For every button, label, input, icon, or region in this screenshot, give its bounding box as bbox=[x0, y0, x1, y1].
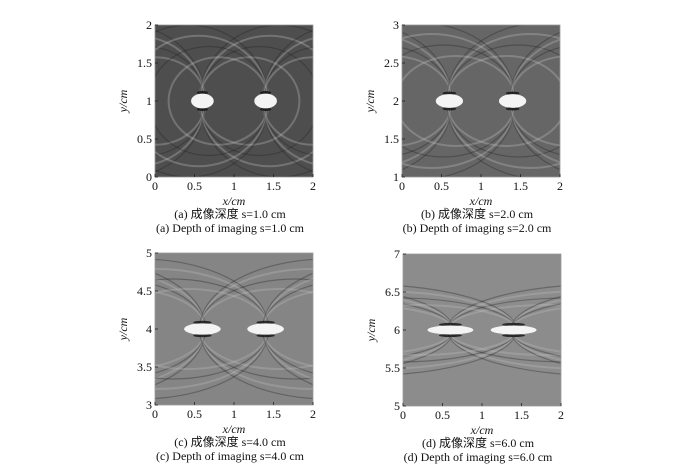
caption-chinese: (d) 成像深度 s=6.0 cm bbox=[421, 436, 535, 450]
caption-chinese: (b) 成像深度 s=2.0 cm bbox=[420, 207, 534, 221]
target-spot bbox=[191, 93, 214, 109]
y-tick-label: 3 bbox=[393, 18, 399, 32]
y-tick-label: 0 bbox=[146, 170, 152, 184]
x-axis-label: x/cm bbox=[222, 194, 246, 208]
target-spot bbox=[490, 325, 537, 335]
x-axis-label: x/cm bbox=[469, 194, 493, 208]
x-tick-label: 1.5 bbox=[513, 179, 528, 193]
x-tick-label: 1 bbox=[231, 407, 237, 421]
x-axis-label: x/cm bbox=[222, 422, 246, 436]
image-background bbox=[403, 254, 561, 406]
y-tick-label: 6 bbox=[394, 323, 400, 337]
plot-c: 0 0.5 1 1.5 2 3 3.5 4 4.5 5 x/cm y/cm bbox=[116, 246, 316, 436]
x-tick-label: 2 bbox=[558, 408, 564, 422]
y-tick-label: 5 bbox=[146, 246, 152, 260]
y-tick-label: 0.5 bbox=[137, 132, 152, 146]
x-tick-label: 2 bbox=[310, 407, 316, 421]
x-tick-label: 1.5 bbox=[266, 407, 281, 421]
target-spot bbox=[498, 94, 527, 108]
y-tick-label: 4.5 bbox=[137, 284, 152, 298]
caption-english: (b) Depth of imaging s=2.0 cm bbox=[402, 221, 552, 235]
x-tick-label: 0.5 bbox=[187, 407, 202, 421]
caption-english: (d) Depth of imaging s=6.0 cm bbox=[403, 450, 553, 464]
target-spot bbox=[427, 325, 474, 335]
panel-a: 0 0.5 1 1.5 2 0 0.5 1 1.5 2 x/cm y/cm (a) 成像深度 s=1.0… bbox=[110, 0, 350, 235]
image-background bbox=[402, 25, 560, 177]
y-tick-label: 5 bbox=[394, 399, 400, 413]
y-axis-label: y/cm bbox=[116, 89, 130, 113]
caption-chinese: (a) 成像深度 s=1.0 cm bbox=[174, 207, 286, 221]
x-tick-label: 1 bbox=[231, 179, 237, 193]
target-spot bbox=[184, 323, 221, 335]
x-tick-label: 1.5 bbox=[266, 179, 281, 193]
caption-english: (a) Depth of imaging s=1.0 cm bbox=[155, 221, 305, 235]
y-tick-label: 6.5 bbox=[385, 285, 400, 299]
x-tick-label: 0 bbox=[400, 408, 406, 422]
y-tick-label: 1.5 bbox=[384, 132, 399, 146]
caption-english: (c) Depth of imaging s=4.0 cm bbox=[155, 449, 305, 463]
x-tick-label: 0.5 bbox=[435, 408, 450, 422]
target-spot bbox=[435, 94, 464, 108]
y-tick-label: 5.5 bbox=[385, 361, 400, 375]
x-tick-label: 2 bbox=[557, 179, 563, 193]
y-tick-label: 1 bbox=[146, 94, 152, 108]
target-spot bbox=[254, 93, 277, 109]
x-tick-label: 0.5 bbox=[434, 179, 449, 193]
x-tick-label: 0 bbox=[399, 179, 405, 193]
x-tick-label: 1 bbox=[478, 179, 484, 193]
y-tick-label: 2 bbox=[393, 94, 399, 108]
y-tick-label: 2.5 bbox=[384, 56, 399, 70]
y-tick-label: 3.5 bbox=[137, 360, 152, 374]
y-tick-label: 2 bbox=[146, 18, 152, 32]
y-tick-label: 1.5 bbox=[137, 56, 152, 70]
panel-d: 0 0.5 1 1.5 2 5 5.5 6 6.5 7 x/cm y/cm (d) 成像深度 s=6.0… bbox=[358, 229, 598, 464]
x-tick-label: 0 bbox=[152, 407, 158, 421]
plot-d: 0 0.5 1 1.5 2 5 5.5 6 6.5 7 x/cm y/cm bbox=[364, 247, 564, 437]
plot-b: 0 0.5 1 1.5 2 1 1.5 2 2.5 3 x/cm y/cm bbox=[363, 18, 563, 208]
x-tick-label: 1.5 bbox=[514, 408, 529, 422]
x-tick-label: 1 bbox=[479, 408, 485, 422]
y-tick-label: 1 bbox=[393, 170, 399, 184]
y-axis-label: y/cm bbox=[364, 318, 378, 342]
y-tick-label: 3 bbox=[146, 398, 152, 412]
image-background bbox=[155, 25, 313, 177]
x-tick-label: 0.5 bbox=[187, 179, 202, 193]
panel-c: 0 0.5 1 1.5 2 3 3.5 4 4.5 5 x/cm y/cm (c) 成像深度 s=4.0… bbox=[110, 228, 350, 463]
y-axis-label: y/cm bbox=[363, 89, 377, 113]
y-tick-label: 4 bbox=[146, 322, 152, 336]
x-tick-label: 0 bbox=[152, 179, 158, 193]
caption-chinese: (c) 成像深度 s=4.0 cm bbox=[174, 435, 286, 449]
panel-b: 0 0.5 1 1.5 2 1 1.5 2 2.5 3 x/cm y/cm (b) 成像深度 s=2.0… bbox=[357, 0, 597, 235]
target-spot bbox=[247, 323, 284, 335]
x-axis-label: x/cm bbox=[470, 423, 494, 437]
y-axis-label: y/cm bbox=[116, 317, 130, 341]
plot-a: 0 0.5 1 1.5 2 0 0.5 1 1.5 2 x/cm y/cm bbox=[116, 18, 316, 208]
y-tick-label: 7 bbox=[394, 247, 400, 261]
image-background bbox=[155, 253, 313, 405]
x-tick-label: 2 bbox=[310, 179, 316, 193]
